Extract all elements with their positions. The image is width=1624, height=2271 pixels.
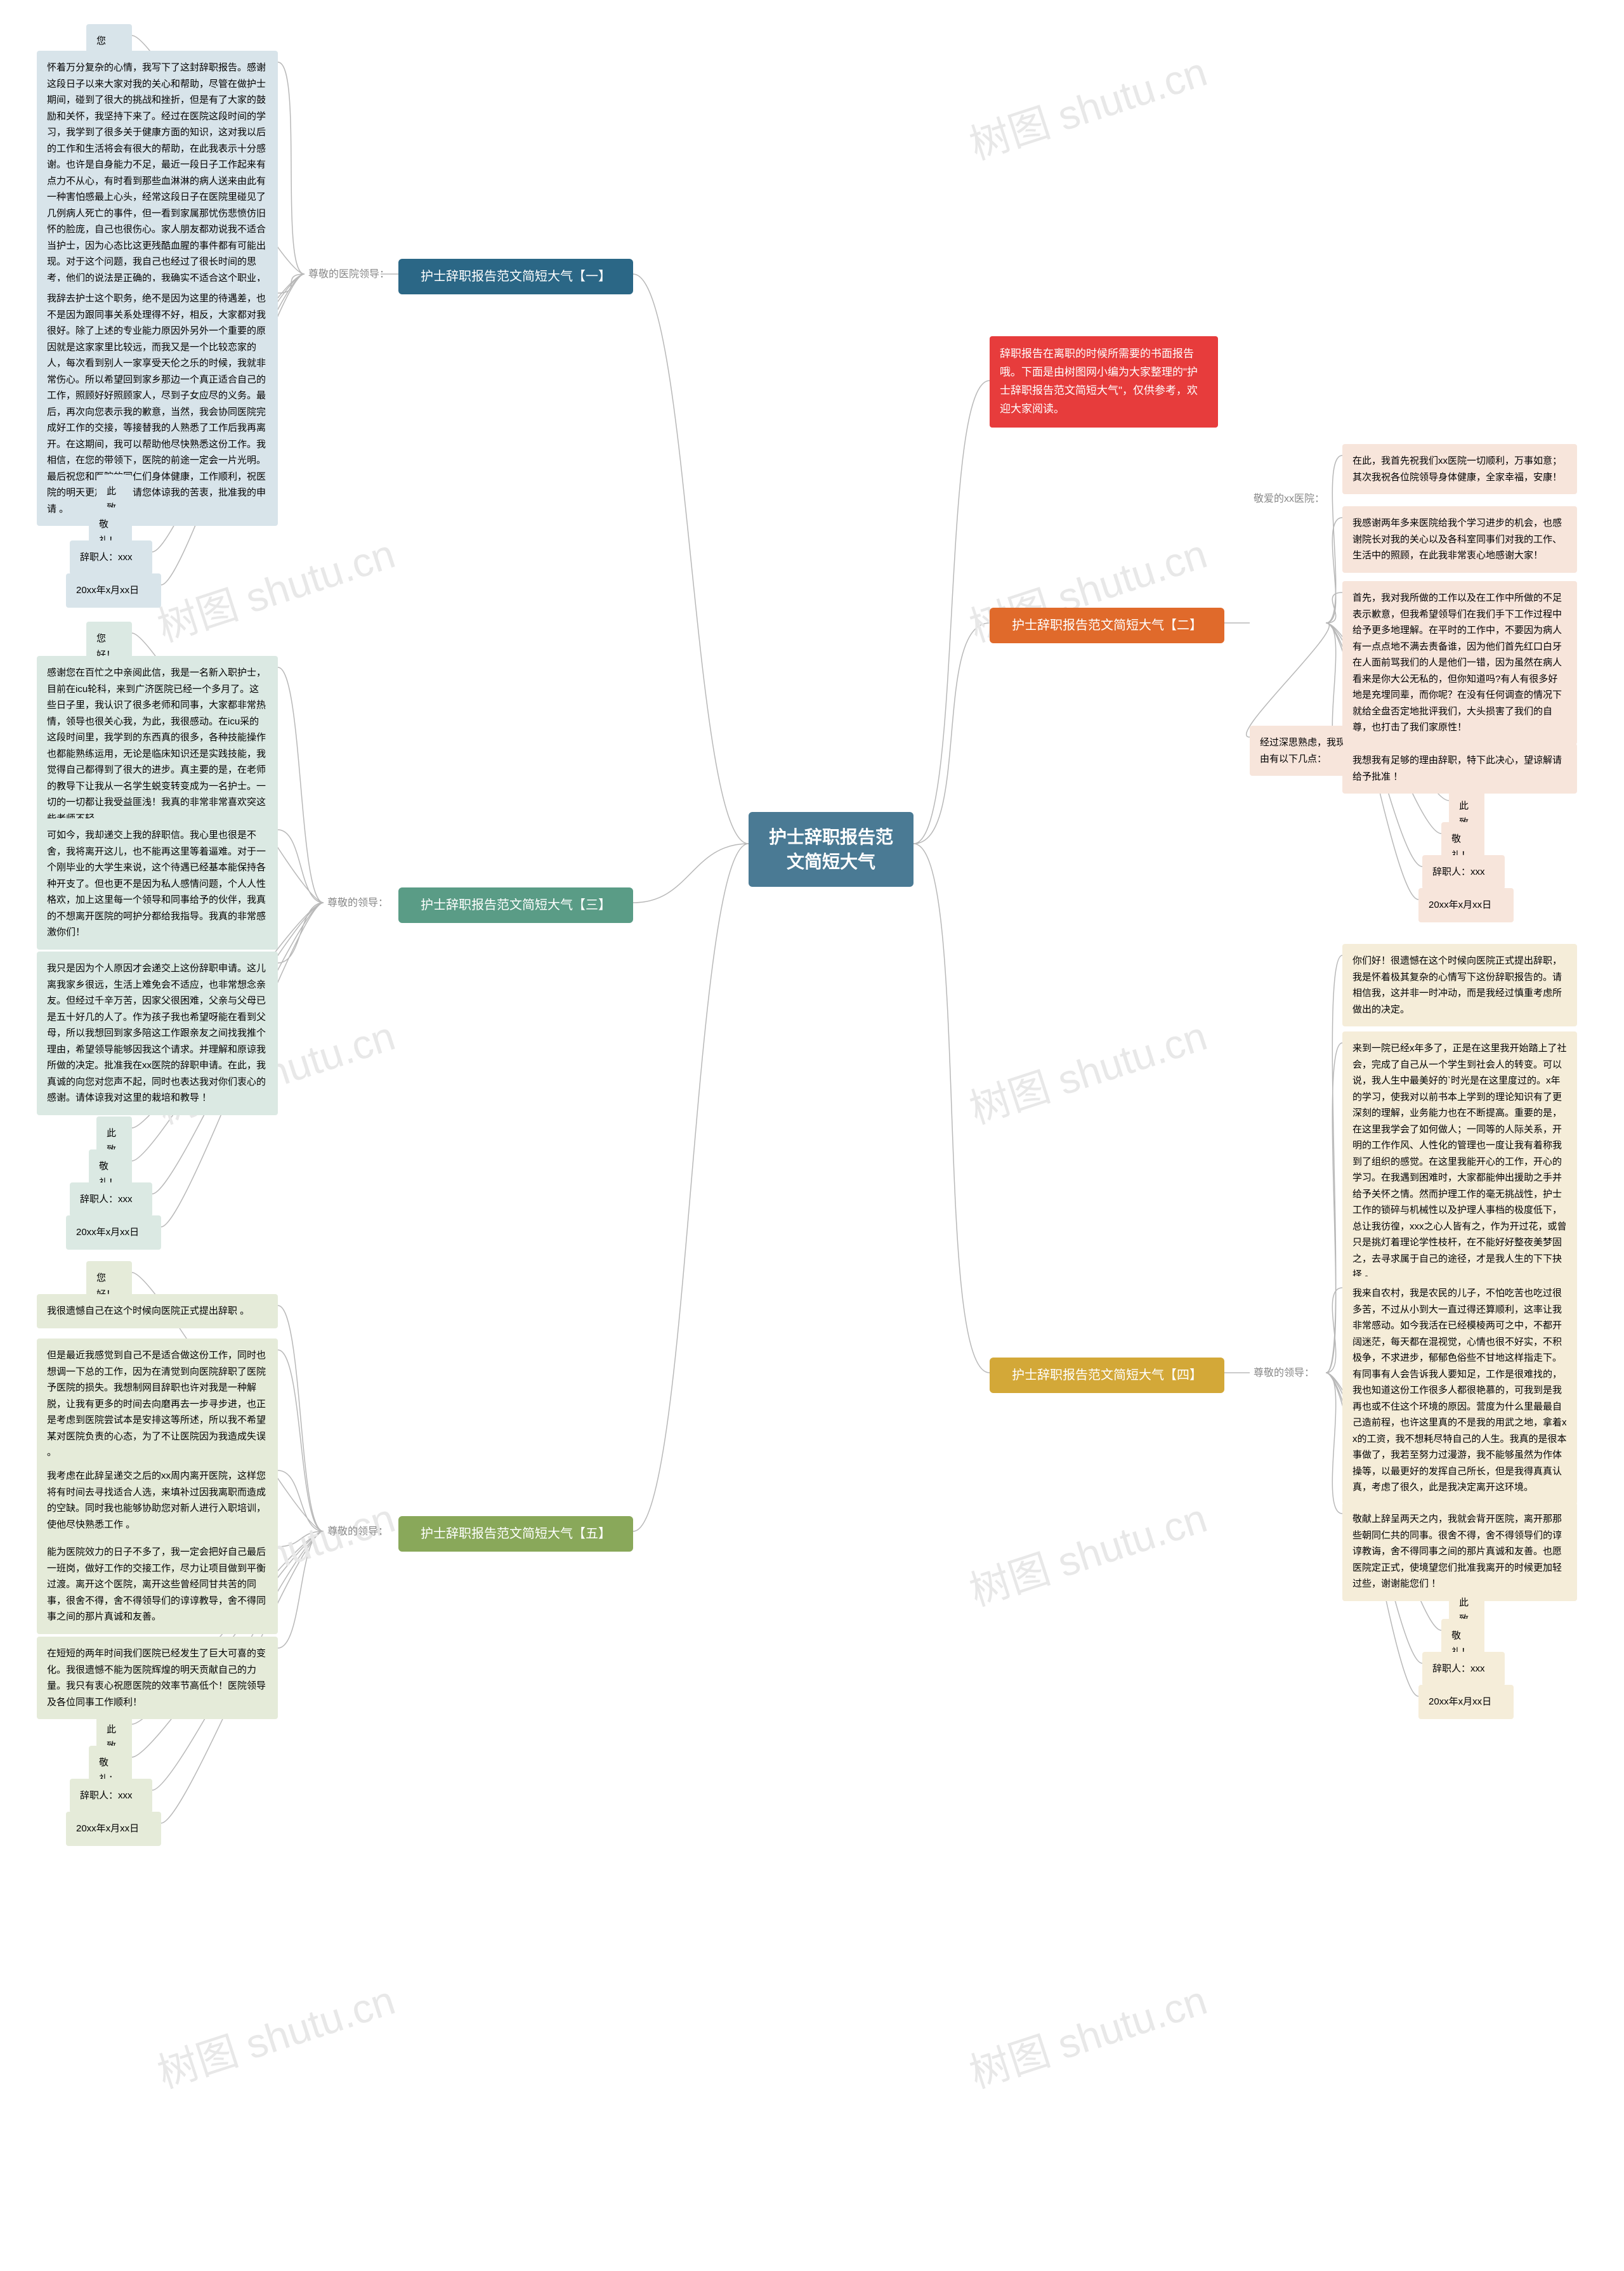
branch-label-b4: 尊敬的领导： [1250,1363,1318,1384]
branch-label-b1: 尊敬的医院领导： [304,264,393,285]
leaf-b1-6: 20xx年x月xx日 [66,573,161,608]
leaf-b4-1: 来到一院已经x年多了，正是在这里我开始踏上了社会，完成了自己从一个学生到社会人的… [1342,1031,1577,1292]
branch-b2: 护士辞职报告范文简短大气【二】 [990,608,1224,643]
branch-b3: 护士辞职报告范文简短大气【三】 [398,887,633,923]
watermark: 树图 shutu.cn [961,39,1213,171]
leaf-b3-2: 可如今，我却递交上我的辞职信。我心里也很是不舍，我将离开这儿，也不能再这里等着逼… [37,818,278,950]
leaf-b3-3: 我只是因为个人原因才会递交上这份辞职申请。这儿离我家乡很远，生活上难免会不适应，… [37,952,278,1115]
leaf-b5-2: 但是最近我感觉到自己不是适合做这份工作，同时也想调一下总的工作，因为在清觉到向医… [37,1338,278,1470]
leaf-b2-3: 首先，我对我所做的工作以及在工作中所做的不足表示歉意，但我希望领导们在我们手下工… [1342,581,1577,745]
watermark: 树图 shutu.cn [149,521,401,653]
watermark: 树图 shutu.cn [961,1486,1213,1617]
leaf-b2-0: 在此，我首先祝我们xx医院一切顺利，万事如意；其次我祝各位院领导身体健康，全家幸… [1342,444,1577,494]
leaf-b1-5: 辞职人：xxx [70,540,152,575]
watermark: 树图 shutu.cn [149,1968,401,2099]
leaf-b5-4: 能为医院效力的日子不多了，我一定会把好自己最后一班岗，做好工作的交接工作，尽力让… [37,1535,278,1634]
intro-note: 辞职报告在离职的时候所需要的书面报告哦。下面是由树图网小编为大家整理的"护士辞职… [990,336,1218,428]
branch-b4: 护士辞职报告范文简短大气【四】 [990,1358,1224,1393]
leaf-b3-1: 感谢您在百忙之中亲阅此信，我是一名新入职护士，目前在icu轮科，来到广济医院已经… [37,656,278,835]
leaf-b5-5: 在短短的两年时间我们医院已经发生了巨大可喜的变化。我很遗憾不能为医院辉煌的明天贡… [37,1637,278,1719]
leaf-b1-2: 我辞去护士这个职务，绝不是因为这里的待遇差，也不是因为跟同事关系处理得不好，相反… [37,282,278,526]
branch-b5: 护士辞职报告范文简短大气【五】 [398,1516,633,1552]
leaf-b2-1: 我感谢两年多来医院给我个学习进步的机会，也感谢院长对我的关心以及各科室同事们对我… [1342,506,1577,573]
leaf-b2-4: 我想我有足够的理由辞职，特下此决心，望谅解请给予批准 ！ [1342,743,1577,794]
branch-b1: 护士辞职报告范文简短大气【一】 [398,259,633,294]
branch-label-b3: 尊敬的领导： [324,893,392,914]
leaf-b5-3: 我考虑在此辞呈递交之后的xx周内离开医院，这样您将有时间去寻找适合人选，来填补过… [37,1459,278,1541]
leaf-b4-6: 辞职人：xxx [1422,1652,1505,1686]
leaf-b5-1: 我很遗憾自己在这个时候向医院正式提出辞职 。 [37,1294,278,1328]
leaf-b3-6: 辞职人：xxx [70,1182,152,1217]
branch-label-b2: 敬爱的xx医院： [1250,488,1328,510]
leaf-b5-8: 辞职人：xxx [70,1779,152,1813]
watermark: 树图 shutu.cn [961,1968,1213,2099]
leaf-b5-9: 20xx年x月xx日 [66,1812,161,1846]
center-node: 护士辞职报告范文简短大气 [749,812,914,887]
leaf-b1-1: 怀着万分复杂的心情，我写下了这封辞职报告。感谢这段日子以来大家对我的关心和帮助，… [37,51,278,311]
leaf-b4-0: 你们好！很遗憾在这个时候向医院正式提出辞职，我是怀着极其复杂的心情写下这份辞职报… [1342,944,1577,1026]
leaf-b2-8: 20xx年x月xx日 [1418,888,1514,922]
branch-label-b5: 尊敬的领导： [324,1521,392,1543]
leaf-b3-7: 20xx年x月xx日 [66,1215,161,1250]
leaf-b4-2: 我来自农村，我是农民的儿子，不怕吃苦也吃过很多苦，不过从小到大一直过得还算顺利，… [1342,1276,1577,1505]
leaf-b4-7: 20xx年x月xx日 [1418,1685,1514,1719]
leaf-b2-7: 辞职人：xxx [1422,855,1505,889]
watermark: 树图 shutu.cn [961,1004,1213,1135]
